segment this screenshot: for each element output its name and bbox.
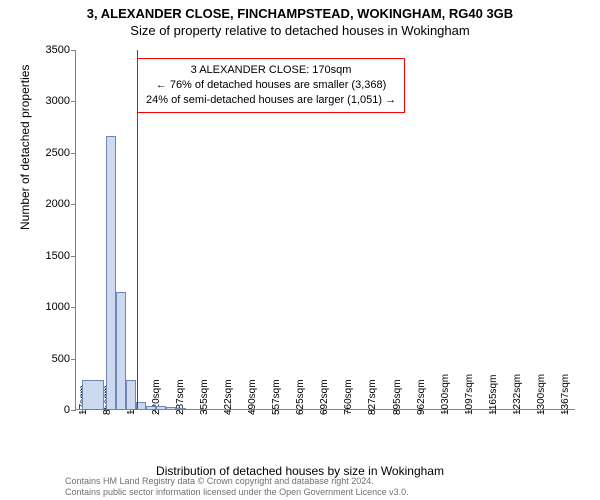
xtick-label: 490sqm [247, 379, 258, 415]
ytick-label: 1500 [46, 250, 70, 262]
bar [116, 292, 126, 409]
footer-line-2: Contains public sector information licen… [0, 487, 600, 498]
chart-container: 3, ALEXANDER CLOSE, FINCHAMPSTEAD, WOKIN… [0, 0, 600, 500]
ytick-label: 2500 [46, 147, 70, 159]
ytick-mark [71, 410, 76, 411]
highlight-callout: 3 ALEXANDER CLOSE: 170sqm ← 76% of detac… [137, 58, 405, 113]
xtick-label: 220sqm [151, 379, 162, 415]
ytick-mark [71, 101, 76, 102]
bar [82, 380, 104, 409]
bar [146, 406, 156, 409]
xtick-label: 1097sqm [464, 374, 475, 415]
ytick-mark [71, 307, 76, 308]
callout-line-2: ← 76% of detached houses are smaller (3,… [146, 78, 396, 93]
xtick-label: 1300sqm [536, 374, 547, 415]
ytick-label: 500 [52, 353, 70, 365]
ytick-mark [71, 50, 76, 51]
ytick-mark [71, 256, 76, 257]
ytick-mark [71, 153, 76, 154]
xtick-label: 962sqm [416, 379, 427, 415]
ytick-label: 1000 [46, 301, 70, 313]
bar [166, 407, 176, 409]
xtick-label: 692sqm [319, 379, 330, 415]
ytick-label: 3500 [46, 44, 70, 56]
xtick-label: 1165sqm [488, 375, 499, 415]
xtick-label: 422sqm [223, 379, 234, 415]
title-line-2: Size of property relative to detached ho… [0, 21, 600, 38]
ytick-mark [71, 359, 76, 360]
xtick-label: 760sqm [343, 379, 354, 415]
ytick-label: 0 [64, 404, 70, 416]
xtick-label: 1367sqm [560, 374, 571, 415]
y-axis-label: Number of detached properties [18, 65, 32, 230]
xtick-label: 355sqm [199, 379, 210, 415]
xtick-label: 557sqm [271, 379, 282, 415]
bar [176, 408, 186, 409]
footer: Contains HM Land Registry data © Crown c… [0, 476, 600, 498]
ytick-mark [71, 204, 76, 205]
xtick-label: 827sqm [367, 379, 378, 415]
xtick-label: 1232sqm [512, 374, 523, 415]
ytick-label: 3000 [46, 95, 70, 107]
chart-area: 050010001500200025003000350017sqm85sqm15… [75, 50, 575, 410]
xtick-label: 287sqm [175, 379, 186, 415]
callout-line-1: 3 ALEXANDER CLOSE: 170sqm [146, 63, 396, 78]
xtick-label: 625sqm [295, 379, 306, 415]
callout-line-3: 24% of semi-detached houses are larger (… [146, 93, 396, 108]
bar [136, 402, 146, 409]
ytick-label: 2000 [46, 198, 70, 210]
xtick-label: 895sqm [392, 379, 403, 415]
title-line-1: 3, ALEXANDER CLOSE, FINCHAMPSTEAD, WOKIN… [0, 0, 600, 21]
bar [126, 380, 136, 409]
bar [106, 136, 116, 409]
bar [156, 406, 166, 409]
footer-line-1: Contains HM Land Registry data © Crown c… [0, 476, 600, 487]
xtick-label: 1030sqm [440, 374, 451, 415]
